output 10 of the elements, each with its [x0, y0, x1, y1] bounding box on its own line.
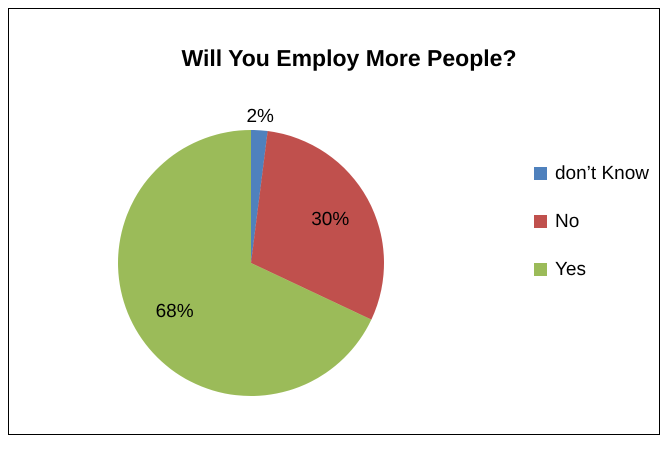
pie-slice	[251, 130, 268, 263]
legend-label: Yes	[554, 258, 586, 280]
legend-label: don’t Know	[554, 162, 649, 184]
data-label: 2%	[246, 106, 274, 127]
data-label: 30%	[311, 208, 350, 230]
data-label: 68%	[156, 300, 194, 322]
chart-title: Will You Employ More People?	[180, 45, 518, 72]
pie-slice	[118, 130, 372, 396]
legend-label: No	[554, 210, 580, 232]
pie-slice	[251, 131, 384, 320]
